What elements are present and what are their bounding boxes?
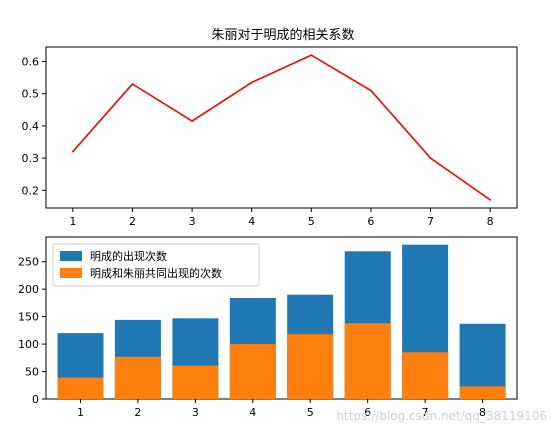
line-point [191,120,193,122]
line-chart-title: 朱丽对于明成的相关系数 [211,27,354,43]
line-chart-xtick-label: 1 [69,215,76,228]
bar-chart-xtick-label: 4 [249,406,256,419]
bar-chart-xtick-label: 7 [422,406,429,419]
line-chart-xtick-label: 7 [427,215,434,228]
line-chart-ytick-label: 0.5 [22,88,40,101]
line-point [429,157,432,159]
bar-chart-xtick-label: 1 [77,406,84,419]
line-series-1 [72,54,491,201]
bar-series-2 [459,386,506,399]
line-chart-ytick-label: 0.3 [22,152,40,165]
line-chart: 朱丽对于明成的相关系数 1 2 3 4 5 6 7 8 0.2 0.3 0.4 0.5 0.6 [22,27,518,228]
bar-chart-ticks: 1 2 3 4 5 6 7 8 0 50 100 150 200 250 [18,256,486,419]
bar-chart-xtick-label: 5 [307,406,314,419]
line-point [489,199,491,201]
line-chart-xtick-label: 5 [308,215,315,228]
legend-box [52,243,260,287]
line-chart-xtick-label: 2 [129,215,136,228]
bar-series-2 [402,352,449,399]
bar-chart-xtick-label: 2 [134,406,141,419]
bar-series-2 [229,344,276,399]
bar-chart-marks [57,244,506,399]
line-chart-ticks: 1 2 3 4 5 6 7 8 0.2 0.3 0.4 0.5 0.6 [22,55,494,228]
bar-chart-frame [45,236,518,400]
legend-swatch-series-1 [60,251,82,261]
bar-chart-ytick-label: 50 [25,366,39,379]
legend-label-series-1: 明成的出现次数 [90,249,167,263]
line-chart-xtick-label: 4 [248,215,255,228]
line-chart-xtick-label: 6 [367,215,374,228]
bar-chart-ytick-label: 100 [18,338,39,351]
line-chart-ytick-label: 0.4 [22,120,40,133]
bar-chart-ytick-label: 250 [18,256,39,269]
bar-series-2 [114,356,161,399]
line-chart-xtick-label: 3 [189,215,196,228]
bar-chart-ytick-label: 200 [18,283,39,296]
bar-chart-legend: 明成的出现次数 明成和朱丽共同出现的次数 [52,243,260,287]
line-chart-ytick-label: 0.6 [22,55,40,68]
legend-label-series-2: 明成和朱丽共同出现的次数 [90,266,222,280]
bar-chart-ytick-label: 0 [32,393,39,406]
line-point [250,81,253,84]
watermark-text: https://blog.csdn.net/qq_38119106 [336,409,547,423]
line-point [131,83,134,85]
bar-chart-xtick-label: 6 [364,406,371,419]
bar-chart-xtick-label: 8 [479,406,486,419]
line-point [370,89,372,92]
bar-chart: 1 2 3 4 5 6 7 8 0 50 100 150 200 250 明成的出现次数 明成和朱丽共同出… [18,236,518,419]
line-chart-xtick-label: 8 [487,215,494,228]
bar-series-2 [344,323,391,399]
line-point [310,54,313,56]
line-point [72,150,74,153]
bar-chart-xtick-label: 3 [192,406,199,419]
bar-series-2 [57,377,104,399]
line-chart-ytick-label: 0.2 [22,184,40,197]
bar-chart-ytick-label: 150 [18,311,39,324]
bar-series-2 [172,365,219,399]
legend-swatch-series-2 [60,268,82,278]
line-chart-frame [45,46,518,209]
bar-series-2 [287,334,334,399]
line-chart-marks [72,54,491,201]
